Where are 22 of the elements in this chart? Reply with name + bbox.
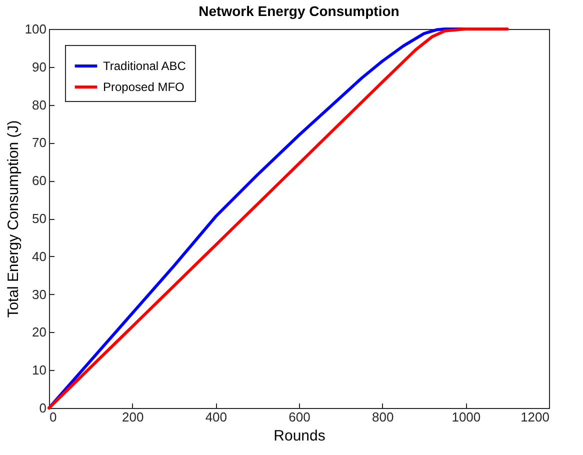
x-tick-label: 800 [372, 410, 394, 424]
y-tick-label: 90 [32, 59, 46, 74]
y-tick-label: 100 [24, 22, 46, 36]
y-tick-label: 40 [32, 248, 46, 264]
y-tick-label: 20 [32, 324, 46, 340]
y-tick-label: 30 [32, 286, 46, 302]
x-tick-label: 0 [50, 410, 57, 424]
y-axis-title: Total Energy Consumption (J) [4, 120, 22, 318]
y-tick-label: 70 [32, 135, 46, 150]
legend-label: Proposed MFO [103, 80, 184, 94]
y-tick-label: 60 [32, 173, 46, 188]
y-tick-label: 10 [32, 362, 46, 378]
y-tick-label: 80 [32, 97, 46, 112]
x-tick-label: 400 [205, 410, 228, 424]
chart-title: Network Energy Consumption [198, 3, 400, 19]
x-axis-title: Rounds [274, 428, 326, 444]
x-tick-label: 1200 [520, 410, 550, 424]
y-tick-label: 50 [32, 211, 46, 226]
x-tick-label: 200 [122, 410, 144, 424]
legend-label: Traditional ABC [103, 59, 186, 73]
x-tick-label: 600 [288, 410, 310, 424]
x-tick-label: 1000 [452, 410, 481, 424]
